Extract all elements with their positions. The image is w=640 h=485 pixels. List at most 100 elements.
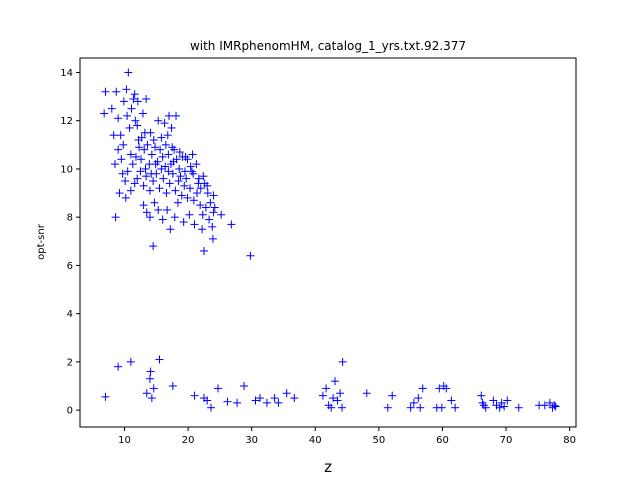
- points-layer: [100, 68, 560, 412]
- data-point: [119, 140, 128, 149]
- data-point: [167, 123, 176, 132]
- data-point: [274, 398, 283, 407]
- data-point: [131, 152, 140, 161]
- data-point: [112, 87, 121, 96]
- y-tick-label: 0: [67, 406, 73, 417]
- data-point: [318, 391, 327, 400]
- data-point: [200, 246, 208, 255]
- data-point: [162, 189, 171, 198]
- data-point: [154, 205, 163, 214]
- data-point: [180, 181, 189, 190]
- data-point: [333, 396, 342, 405]
- data-point: [137, 155, 146, 164]
- data-point: [165, 111, 174, 120]
- data-point: [209, 208, 218, 217]
- data-point: [176, 172, 185, 181]
- x-tick-label: 20: [182, 435, 195, 446]
- data-point: [114, 362, 123, 371]
- data-point: [190, 220, 199, 229]
- data-point: [190, 391, 199, 400]
- data-point: [210, 203, 219, 212]
- y-tick-label: 12: [60, 116, 73, 127]
- data-point: [188, 150, 197, 159]
- data-point: [129, 95, 138, 103]
- data-point: [330, 377, 339, 386]
- y-tick-label: 14: [60, 68, 73, 79]
- data-point: [182, 174, 191, 183]
- data-point: [208, 222, 217, 231]
- data-point: [123, 111, 132, 120]
- data-point: [159, 174, 168, 183]
- data-point: [142, 95, 151, 103]
- data-point: [193, 189, 202, 198]
- data-point: [155, 355, 164, 364]
- data-point: [174, 177, 183, 185]
- data-point: [141, 164, 150, 173]
- data-point: [142, 208, 151, 217]
- data-point: [168, 169, 177, 178]
- data-point: [205, 215, 214, 224]
- data-point: [477, 391, 486, 400]
- data-point: [117, 155, 126, 164]
- data-point: [270, 394, 279, 403]
- x-tick-label: 70: [500, 435, 513, 446]
- data-point: [130, 90, 139, 99]
- data-point: [192, 160, 201, 169]
- data-point: [158, 152, 167, 161]
- data-point: [158, 215, 167, 224]
- data-point: [203, 189, 212, 198]
- data-point: [156, 145, 165, 154]
- data-point: [166, 225, 175, 234]
- data-point: [481, 403, 490, 412]
- data-point: [126, 357, 135, 366]
- data-point: [115, 189, 124, 198]
- plot-area: [80, 58, 576, 427]
- y-axis-label: opt-snr: [36, 223, 47, 260]
- plot-frame: [79, 57, 577, 428]
- data-point: [138, 109, 147, 118]
- data-point: [175, 164, 184, 173]
- data-point: [213, 384, 222, 393]
- data-point: [171, 186, 180, 195]
- data-point: [121, 177, 130, 185]
- data-point: [147, 169, 156, 178]
- data-point: [203, 396, 212, 405]
- data-point: [246, 251, 255, 260]
- data-point: [173, 198, 182, 207]
- data-point: [435, 384, 444, 393]
- data-point: [383, 403, 392, 412]
- data-point: [151, 143, 160, 152]
- data-point: [147, 150, 156, 159]
- data-point: [133, 121, 142, 130]
- chart-title: with IMRphenomHM, catalog_1_yrs.txt.92.3…: [190, 39, 466, 53]
- data-point: [149, 242, 158, 251]
- data-point: [149, 384, 158, 393]
- data-point: [146, 367, 155, 376]
- data-point: [201, 203, 210, 212]
- data-point: [125, 123, 134, 132]
- data-point: [550, 401, 559, 410]
- data-point: [127, 104, 136, 113]
- data-point: [163, 131, 172, 140]
- data-point: [282, 389, 291, 398]
- data-point: [362, 389, 371, 398]
- data-point: [187, 167, 196, 176]
- data-point: [134, 136, 143, 144]
- data-point: [119, 97, 128, 106]
- data-point: [114, 114, 123, 123]
- data-point: [111, 213, 120, 222]
- y-ticks: 0 2 4 6 8 10 12 14: [60, 68, 80, 417]
- data-point: [124, 68, 133, 77]
- data-point: [514, 403, 523, 412]
- data-point: [451, 403, 460, 412]
- data-point: [128, 160, 137, 169]
- data-point: [240, 382, 249, 390]
- data-point: [133, 97, 142, 106]
- data-point: [135, 143, 144, 152]
- data-point: [149, 136, 158, 144]
- data-point: [157, 133, 166, 142]
- data-point: [409, 398, 418, 407]
- data-point: [495, 403, 504, 412]
- x-tick-label: 40: [309, 435, 322, 446]
